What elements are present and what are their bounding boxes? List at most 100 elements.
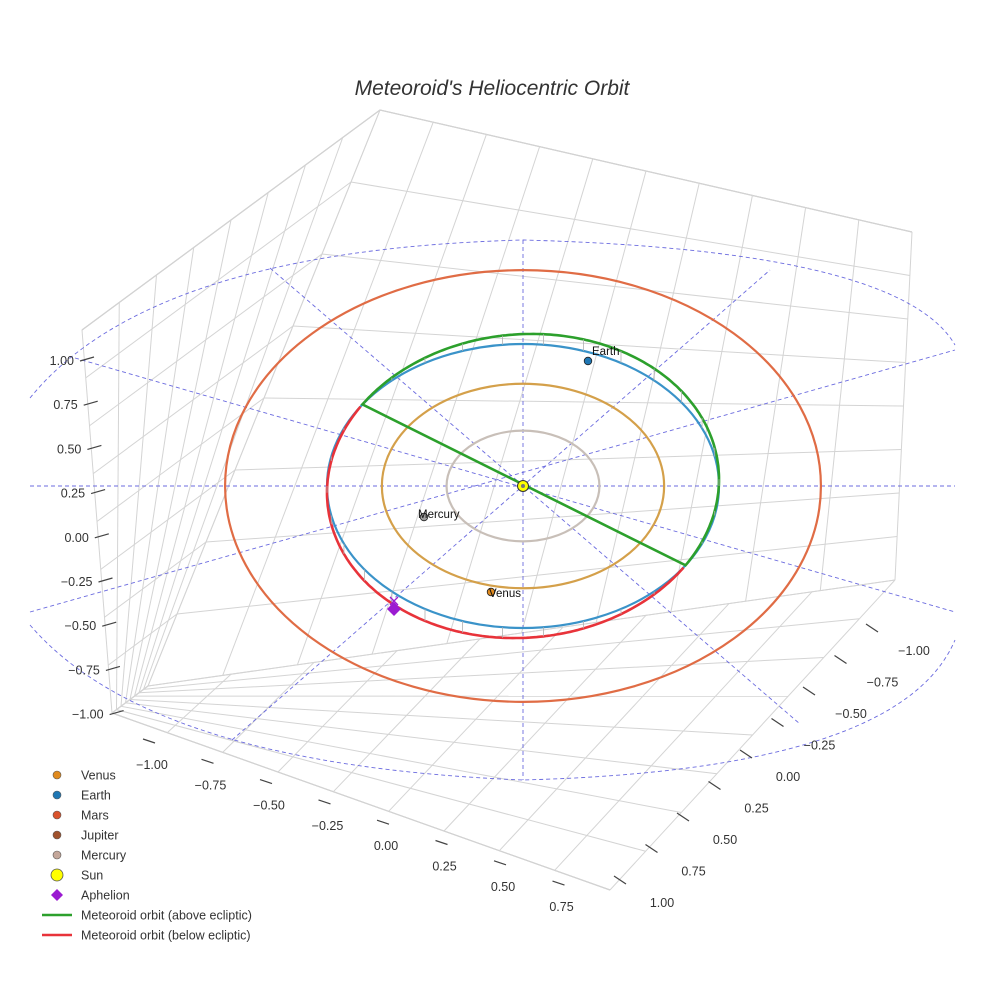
grid-line — [264, 398, 904, 406]
x-tick-label: −0.50 — [253, 799, 285, 813]
y-tick-label: 0.50 — [713, 833, 737, 847]
z-tick-mark — [80, 357, 94, 361]
legend-label: Mercury — [81, 849, 127, 863]
y-tick-label: −1.00 — [898, 644, 930, 658]
venus-label: Venus — [489, 588, 521, 600]
legend-label: Jupiter — [81, 829, 119, 843]
mercury-label: Mercury — [418, 509, 460, 521]
grid-line — [117, 303, 120, 710]
x-tick-label: 0.50 — [491, 880, 515, 894]
legend-marker-circle — [53, 791, 61, 799]
y-tick-mark — [677, 813, 689, 821]
y-tick-mark — [835, 656, 847, 664]
chart-title: Meteoroid's Heliocentric Orbit — [355, 77, 631, 100]
x-tick-mark — [202, 759, 214, 763]
x-tick-label: −1.00 — [136, 758, 168, 772]
z-tick-label: −0.50 — [65, 619, 97, 633]
x-tick-label: 0.25 — [432, 860, 456, 874]
earth-marker — [584, 357, 592, 365]
legend-item: Sun — [51, 869, 103, 883]
legend-marker-sun — [51, 869, 63, 881]
x-tick-mark — [143, 739, 155, 743]
z-tick-mark — [91, 490, 105, 494]
y-tick-mark — [772, 719, 784, 727]
grid-line — [148, 580, 895, 686]
grid-line — [177, 537, 897, 615]
grid-line — [223, 662, 314, 752]
body-markers: Earth Venus Mercury — [387, 346, 620, 616]
z-tick-mark — [102, 622, 116, 626]
legend-item: Meteoroid orbit (below ecliptic) — [42, 929, 251, 943]
grid-line — [389, 627, 563, 811]
y-tick-label: −0.50 — [835, 707, 867, 721]
legend-label: Earth — [81, 789, 111, 803]
z-tick-label: 1.00 — [50, 354, 74, 368]
outer-guide-arc — [30, 625, 955, 780]
legend-label: Sun — [81, 869, 103, 883]
x-tick-label: 0.75 — [549, 900, 573, 914]
earth-label: Earth — [592, 346, 620, 358]
legend-marker-circle — [53, 771, 61, 779]
legend-label: Meteoroid orbit (below ecliptic) — [81, 929, 251, 943]
y-tick-label: 0.00 — [776, 770, 800, 784]
x-tick-mark — [319, 800, 331, 804]
legend-item: Jupiter — [53, 829, 119, 843]
guide-lines — [30, 240, 955, 780]
y-tick-mark — [866, 624, 878, 632]
z-tick-label: 0.75 — [53, 398, 77, 412]
grid-line — [130, 700, 753, 736]
axis-ticks: 1.00 0.75 0.50 0.25 0.00 −0.25 −0.50 −0.75 −1.00… — [50, 354, 930, 914]
wall-top-edge — [82, 110, 912, 330]
y-tick-mark — [646, 845, 658, 853]
legend-label: Mars — [81, 809, 109, 823]
legend-label: Meteoroid orbit (above ecliptic) — [81, 909, 252, 923]
legend: VenusEarthMarsJupiterMercurySunAphelionM… — [42, 769, 252, 943]
grid-line — [555, 592, 812, 871]
x-tick-mark — [494, 861, 506, 865]
grid-line — [139, 658, 824, 693]
legend-item: Meteoroid orbit (above ecliptic) — [42, 909, 252, 923]
grid-line — [130, 220, 231, 700]
z-tick-label: 0.50 — [57, 442, 81, 456]
x-tick-label: 0.00 — [374, 839, 398, 853]
y-tick-mark — [614, 876, 626, 884]
z-tick-label: 0.25 — [61, 487, 85, 501]
grid-line — [82, 330, 112, 713]
y-tick-mark — [740, 750, 752, 758]
diagonal-guide — [75, 358, 955, 612]
y-tick-label: 1.00 — [650, 896, 674, 910]
grid-line — [148, 110, 380, 686]
z-tick-mark — [95, 534, 109, 538]
grid-line — [121, 275, 157, 706]
legend-item: Earth — [53, 789, 111, 803]
grid-line — [139, 165, 306, 693]
z-tick-label: −0.25 — [61, 575, 93, 589]
z-tick-mark — [87, 445, 101, 449]
grid-line — [610, 580, 895, 890]
z-tick-label: −0.75 — [68, 663, 100, 677]
grid-line — [144, 619, 860, 690]
z-tick-label: −1.00 — [72, 708, 104, 722]
y-tick-label: −0.25 — [804, 739, 836, 753]
grid-line — [112, 686, 148, 713]
sun-core — [521, 484, 525, 488]
grid-line — [351, 182, 910, 276]
diagonal-guide — [30, 350, 955, 612]
grid-line — [333, 639, 480, 792]
legend-label: Venus — [81, 769, 116, 783]
legend-marker-circle — [53, 831, 61, 839]
grid-line — [135, 193, 269, 697]
diagonal-guide — [232, 270, 770, 740]
x-tick-mark — [553, 881, 565, 885]
y-tick-mark — [709, 782, 721, 790]
legend-marker-diamond — [51, 889, 63, 901]
y-tick-label: 0.75 — [681, 865, 705, 879]
grid-line — [278, 651, 397, 772]
legend-item: Mars — [53, 809, 109, 823]
x-tick-label: −0.75 — [195, 778, 227, 792]
x-tick-mark — [377, 820, 389, 824]
grid-line — [167, 674, 231, 732]
x-tick-mark — [260, 780, 272, 784]
z-tick-mark — [99, 578, 113, 582]
